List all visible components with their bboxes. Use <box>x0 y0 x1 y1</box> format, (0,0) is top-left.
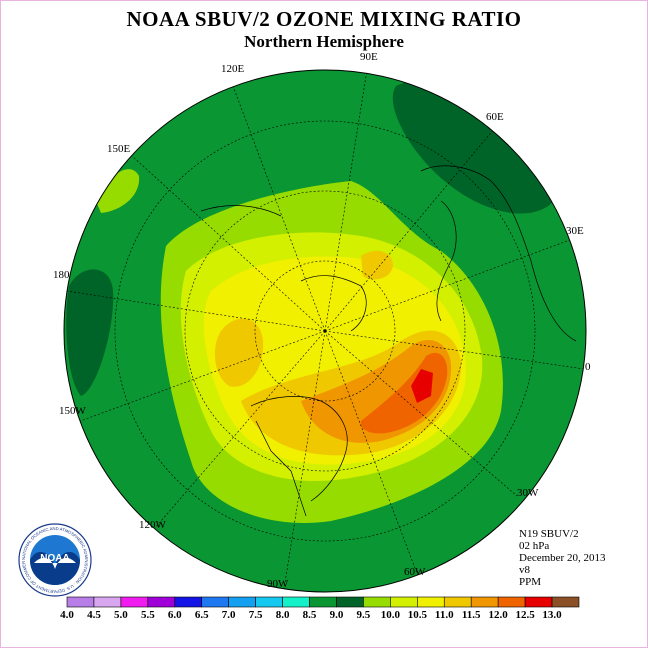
lon-label-180: 180 <box>53 269 70 281</box>
legend-tick-label: 9.5 <box>356 609 371 621</box>
legend-swatch <box>470 596 499 608</box>
legend-tick-label: 5.0 <box>114 609 128 621</box>
legend-swatch <box>255 596 283 608</box>
legend-swatch <box>147 596 176 608</box>
lon-label-90w: 90W <box>267 578 289 590</box>
legend-tick-label: 6.5 <box>194 609 209 621</box>
legend-tick-label: 13.0 <box>542 609 562 621</box>
lon-label-30e: 30E <box>566 225 584 237</box>
lon-label-120w: 120W <box>139 519 166 531</box>
band-12-5 <box>411 369 433 403</box>
legend-swatch <box>228 596 256 608</box>
legend-swatch <box>201 596 229 608</box>
legend-tick-label: 4.5 <box>87 609 101 621</box>
logo-text: NOAA <box>40 553 69 564</box>
legend-swatch <box>93 596 122 608</box>
product-info: N19 SBUV/2 02 hPa December 20, 2013 v8 P… <box>519 528 605 588</box>
legend-swatch <box>417 596 445 608</box>
map-boundary <box>63 69 587 593</box>
legend-swatch <box>363 596 391 608</box>
lon-label-90e: 90E <box>360 51 378 63</box>
legend-swatch <box>524 596 553 608</box>
legend-tick-label: 10.0 <box>380 609 400 621</box>
lon-label-60e: 60E <box>486 111 504 123</box>
noaa-logo: NATIONAL OCEANIC AND ATMOSPHERIC ADMINIS… <box>18 523 92 597</box>
legend-swatch <box>282 596 310 608</box>
legend-tick-label: 6.0 <box>167 609 182 621</box>
info-units: PPM <box>519 576 542 588</box>
legend-tick-label: 8.0 <box>275 609 290 621</box>
band-9-5-w <box>96 169 140 213</box>
legend-tick-label: 10.5 <box>407 609 427 621</box>
legend-swatch <box>497 596 526 608</box>
lon-label-150e: 150E <box>107 143 131 155</box>
lon-label-120e: 120E <box>221 63 245 75</box>
info-level: 02 hPa <box>519 540 550 552</box>
legend-tick-label: 5.5 <box>140 609 155 621</box>
legend-tick-label: 4.0 <box>60 609 74 621</box>
legend-swatch <box>66 596 95 608</box>
band-11-0-w <box>214 318 264 387</box>
lon-label-30w: 30W <box>517 487 539 499</box>
legend-tick-label: 7.0 <box>221 609 236 621</box>
graticule <box>66 70 585 590</box>
legend-tick-label: 12.0 <box>488 609 508 621</box>
legend-tick-label: 8.5 <box>302 609 317 621</box>
legend-tick-label: 12.5 <box>515 609 535 621</box>
band-9-0-w <box>66 269 114 396</box>
legend-swatch <box>551 596 580 608</box>
legend-tick-label: 7.5 <box>248 609 263 621</box>
lon-label-150w: 150W <box>59 405 86 417</box>
info-version: v8 <box>519 564 530 576</box>
lon-label-0: 0 <box>585 361 591 373</box>
map-title: NOAA SBUV/2 OZONE MIXING RATIO <box>126 7 522 31</box>
legend-swatch <box>120 596 149 608</box>
coastlines <box>200 165 577 517</box>
info-date: December 20, 2013 <box>519 552 606 564</box>
info-instrument: N19 SBUV/2 <box>519 528 579 540</box>
legend-swatch <box>336 596 364 608</box>
legend-swatch <box>443 596 472 608</box>
legend-tick-label: 9.0 <box>329 609 344 621</box>
band-11-0-n <box>361 250 393 280</box>
legend-tick-label: 11.5 <box>461 609 481 621</box>
legend-swatch <box>174 596 203 608</box>
map-subtitle: Northern Hemisphere <box>244 32 404 51</box>
lon-label-60w: 60W <box>404 566 426 578</box>
legend-tick-label: 11.0 <box>434 609 454 621</box>
legend-swatch <box>390 596 418 608</box>
legend-swatch <box>309 596 337 608</box>
color-legend <box>66 596 580 608</box>
ozone-field <box>64 70 586 592</box>
